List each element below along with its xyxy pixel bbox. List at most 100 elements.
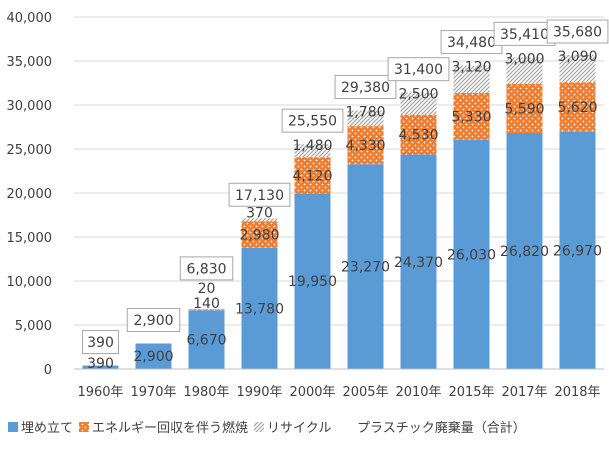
- data-label: 19,950: [288, 274, 337, 290]
- data-label: 5,330: [451, 109, 491, 125]
- data-label: 4,330: [345, 138, 385, 154]
- data-label: 24,370: [394, 255, 443, 271]
- bar-segment: [135, 343, 172, 369]
- data-label: 370: [246, 205, 273, 221]
- bar-segment: [241, 221, 278, 248]
- total-label-box: [387, 57, 450, 82]
- bar-segment: [559, 131, 596, 369]
- data-label: 6,670: [186, 333, 226, 349]
- data-label: 3,000: [504, 51, 544, 67]
- y-tick-label: 0: [44, 363, 52, 378]
- data-label: 13,780: [235, 301, 284, 317]
- data-label: 1,480: [292, 138, 332, 154]
- y-axis: 0 5,000 10,000 15,000 20,000 25,000 30,000 35,0…: [7, 11, 53, 378]
- legend-swatch: [254, 422, 264, 432]
- x-tick-label: 2017年: [501, 385, 547, 400]
- bar-segment: [400, 154, 437, 369]
- bar-segment: [506, 132, 543, 369]
- data-label: 3,090: [557, 49, 597, 65]
- legend: 埋め立て エネルギー回収を伴う燃焼 リサイクル プラスチック廃棄量（合計）: [8, 420, 526, 436]
- bar-segment: [400, 92, 437, 115]
- data-label: 2,980: [239, 228, 279, 244]
- x-tick-label: 2015年: [448, 385, 494, 400]
- total-label: 31,400: [394, 62, 443, 78]
- bar-segment: [506, 83, 543, 133]
- y-tick-label: 20,000: [7, 187, 53, 202]
- total-label: 2,900: [133, 313, 173, 329]
- data-label: 1,780: [345, 104, 385, 120]
- x-tick-label: 1960年: [77, 385, 123, 400]
- bar-segment: [82, 365, 119, 369]
- total-label-box: [281, 108, 344, 133]
- bar-segment: [559, 82, 596, 132]
- data-label: 23,270: [341, 260, 390, 276]
- x-tick-label: 1970年: [130, 385, 176, 400]
- total-label: 17,130: [235, 188, 284, 204]
- y-tick-label: 15,000: [7, 231, 53, 246]
- y-tick-label: 30,000: [7, 99, 53, 114]
- y-tick-label: 35,000: [7, 55, 53, 70]
- total-label-box: [82, 330, 119, 355]
- bar-segment: [453, 139, 490, 369]
- legend-label: リサイクル: [267, 421, 331, 436]
- total-label-box: [126, 307, 181, 332]
- bar-segment: [453, 93, 490, 140]
- y-tick-label: 40,000: [7, 11, 53, 26]
- data-label: 3,120: [451, 60, 491, 76]
- x-tick-label: 2000年: [289, 385, 335, 400]
- legend-swatch: [8, 422, 18, 432]
- bar-segment: [347, 164, 384, 369]
- data-label: 2,900: [133, 349, 173, 365]
- bar-segment: [294, 157, 331, 194]
- legend-label: プラスチック廃棄量（合計）: [357, 420, 526, 436]
- bar-segment: [453, 65, 490, 94]
- data-label: 4,120: [292, 168, 332, 184]
- data-label: 26,820: [500, 244, 549, 260]
- bar-segment: [188, 308, 225, 310]
- data-label: 4,530: [398, 128, 438, 144]
- total-label-box: [334, 74, 397, 99]
- data-label: 2,500: [398, 87, 438, 103]
- total-label: 34,480: [447, 35, 496, 51]
- total-label: 29,380: [341, 80, 390, 96]
- legend-label: 埋め立て: [21, 421, 73, 436]
- total-label: 6,830: [186, 261, 226, 277]
- data-label: 20: [198, 281, 216, 297]
- total-label-box: [546, 19, 609, 44]
- data-label: 26,970: [553, 243, 602, 259]
- x-tick-label: 1980年: [183, 385, 229, 400]
- bars: [82, 55, 596, 369]
- bar-segment: [347, 126, 384, 165]
- y-tick-label: 25,000: [7, 143, 53, 158]
- bar-segment: [188, 309, 225, 311]
- y-tick-label: 5,000: [15, 319, 52, 334]
- bar-segment: [241, 218, 278, 222]
- total-label: 35,680: [553, 25, 602, 41]
- bar-segment: [188, 310, 225, 369]
- data-label: 5,590: [504, 101, 544, 117]
- total-label-box: [179, 256, 234, 281]
- data-label: 5,620: [557, 100, 597, 116]
- total-label: 35,410: [500, 27, 549, 43]
- legend-swatch: [79, 422, 89, 432]
- bar-segment: [400, 114, 437, 155]
- bar-segment: [506, 57, 543, 84]
- total-label: 25,550: [288, 114, 337, 130]
- bar-segment: [294, 193, 331, 369]
- data-label: 140: [193, 296, 220, 312]
- x-tick-label: 2005年: [342, 385, 388, 400]
- x-axis: 1960年 1970年 1980年 1990年 2000年 2005年 2010年 2015年…: [74, 368, 604, 400]
- bar-segment: [559, 55, 596, 83]
- bar-segment: [241, 247, 278, 369]
- data-label: 26,030: [447, 247, 496, 263]
- y-tick-label: 10,000: [7, 275, 53, 290]
- data-label: 390: [87, 356, 114, 372]
- bar-segment: [294, 144, 331, 158]
- x-tick-label: 2010年: [395, 385, 441, 400]
- x-tick-label: 2018年: [554, 385, 600, 400]
- x-tick-label: 1990年: [236, 385, 282, 400]
- total-label-box: [228, 182, 291, 207]
- total-labels: 390 2,900 6,830 17,130 25,550 29,38031,40034,…: [82, 19, 609, 355]
